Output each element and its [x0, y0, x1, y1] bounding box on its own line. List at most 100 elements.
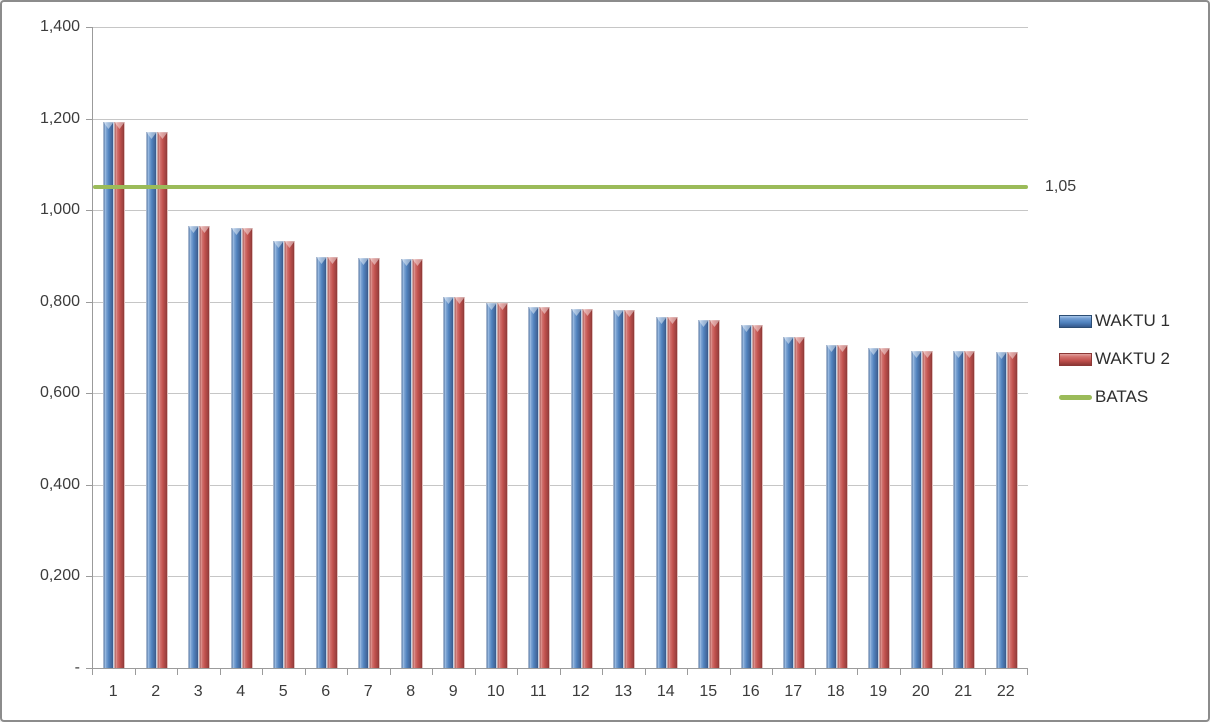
gridline [93, 393, 1028, 395]
x-axis-tick [262, 669, 263, 675]
x-axis-label: 10 [486, 683, 505, 700]
bar-waktu1-cat5 [273, 240, 285, 668]
x-axis-label: 9 [448, 683, 458, 700]
plot-area [92, 27, 1028, 669]
bar-bevel-notch-icon [954, 352, 964, 359]
bar-bevel-notch-icon [869, 349, 879, 356]
y-axis-tick [86, 484, 92, 486]
waktu1-swatch-icon [1059, 314, 1092, 328]
bar-waktu1-cat12 [570, 309, 582, 668]
bar-bevel-notch-icon [710, 321, 720, 328]
bar-bevel-notch-icon [911, 352, 921, 359]
x-axis-label: 15 [699, 683, 718, 700]
bar-waktu2-cat6 [326, 256, 338, 668]
bar-waktu1-cat21 [953, 351, 965, 668]
bar-bevel-notch-icon [540, 307, 550, 314]
x-axis-tick [687, 669, 688, 675]
bar-bevel-notch-icon [784, 337, 794, 344]
y-axis-tick [86, 668, 92, 669]
bar-bevel-notch-icon [571, 310, 581, 317]
bar-waktu1-cat14 [655, 316, 667, 668]
bar-bevel-notch-icon [965, 352, 975, 359]
bar-waktu2-cat1 [114, 122, 126, 668]
x-axis-tick [92, 669, 93, 675]
x-axis-tick [602, 669, 603, 675]
y-axis-label: 0,800 [39, 292, 80, 310]
bar-bevel-notch-icon [327, 257, 337, 264]
x-axis-label: 2 [151, 683, 161, 700]
gridline [93, 576, 1028, 578]
y-axis-label: 1,400 [39, 18, 80, 35]
bar-bevel-notch-icon [274, 241, 284, 248]
bar-bevel-notch-icon [412, 259, 422, 266]
x-axis-label: 1 [108, 683, 118, 700]
legend-item-batas: BATAS [1059, 384, 1170, 410]
bar-waktu1-cat3 [188, 226, 200, 668]
gridline [93, 301, 1028, 303]
x-axis-tick [644, 669, 646, 675]
bar-bevel-notch-icon [231, 229, 241, 235]
bar-bevel-notch-icon [370, 258, 380, 265]
bar-waktu2-cat2 [156, 132, 168, 668]
x-axis-label: 22 [996, 683, 1015, 700]
bar-waktu2-cat3 [199, 226, 211, 668]
bar-waktu2-cat12 [581, 309, 593, 668]
bar-waktu1-cat2 [145, 132, 157, 668]
legend-label-waktu2: WAKTU 2 [1095, 349, 1170, 368]
bar-bevel-notch-icon [837, 346, 847, 353]
x-axis-tick [984, 669, 986, 675]
bar-waktu2-cat22 [1006, 352, 1018, 668]
legend-label-waktu1: WAKTU 1 [1095, 311, 1170, 330]
x-axis-tick [177, 669, 178, 675]
bar-waktu1-cat9 [443, 296, 455, 668]
waktu2-swatch-icon [1059, 352, 1092, 366]
x-axis-tick [219, 669, 221, 675]
bar-waktu2-cat9 [454, 296, 466, 668]
bar-waktu2-cat16 [751, 324, 763, 668]
bar-bevel-notch-icon [104, 123, 114, 130]
x-axis-label: 18 [826, 683, 845, 700]
bar-waktu1-cat17 [783, 336, 795, 668]
bar-waktu2-cat4 [241, 228, 253, 668]
bar-waktu1-cat1 [103, 122, 115, 668]
x-axis-label: 14 [656, 683, 675, 700]
bar-waktu1-cat10 [485, 302, 497, 668]
bar-waktu2-cat8 [411, 258, 423, 668]
x-axis-tick [134, 669, 136, 675]
x-axis-tick [304, 669, 306, 675]
bar-bevel-notch-icon [752, 325, 762, 332]
batas-reference-line [93, 185, 1028, 190]
y-axis-tick [86, 393, 92, 395]
x-axis-label: 7 [363, 683, 373, 700]
bar-bevel-notch-icon [444, 297, 454, 304]
bar-waktu2-cat17 [794, 336, 806, 668]
bar-waktu2-cat13 [624, 309, 636, 668]
bar-waktu1-cat18 [825, 345, 837, 668]
bar-waktu1-cat15 [698, 320, 710, 668]
x-axis-label: 5 [278, 683, 288, 700]
x-axis-tick [474, 669, 476, 675]
y-axis-tick [86, 576, 92, 578]
x-axis-label: 19 [869, 683, 888, 700]
legend-item-waktu1: WAKTU 1 [1059, 308, 1170, 334]
bar-bevel-notch-icon [996, 353, 1006, 360]
bar-waktu2-cat14 [666, 316, 678, 668]
bar-bevel-notch-icon [401, 259, 411, 266]
x-axis-tick [772, 669, 773, 675]
bar-bevel-notch-icon [486, 303, 496, 310]
gridline [93, 118, 1028, 120]
bar-waktu2-cat19 [879, 348, 891, 668]
bar-waktu2-cat21 [964, 351, 976, 668]
bar-bevel-notch-icon [826, 346, 836, 353]
x-axis-tick [517, 669, 518, 675]
y-axis-label: - [74, 659, 80, 676]
bar-waktu2-cat11 [539, 306, 551, 668]
x-axis-tick [899, 669, 901, 675]
x-axis-label: 17 [784, 683, 803, 700]
batas-line-swatch-icon [1059, 394, 1092, 400]
x-axis-label: 21 [954, 683, 973, 700]
bar-waktu1-cat4 [230, 228, 242, 668]
x-axis-tick [729, 669, 731, 675]
y-axis-label: 1,000 [39, 201, 80, 219]
x-axis-tick [1027, 669, 1028, 675]
